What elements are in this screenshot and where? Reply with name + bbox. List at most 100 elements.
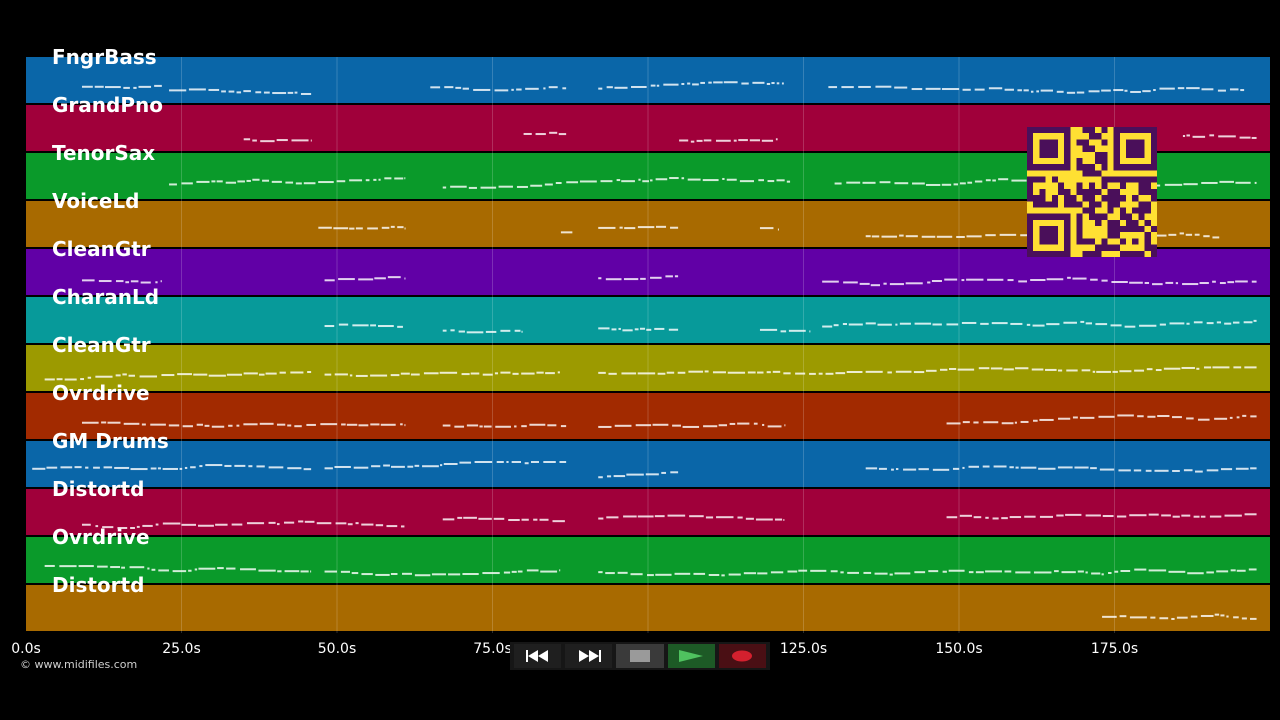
note-event <box>635 424 652 427</box>
note-event <box>914 571 926 574</box>
note-event <box>913 371 925 374</box>
note-event <box>1214 613 1220 616</box>
note-event <box>1098 415 1115 418</box>
stop-button[interactable] <box>616 644 664 668</box>
note-event <box>133 86 137 89</box>
note-event <box>654 515 665 518</box>
note-event <box>1020 420 1029 423</box>
note-event <box>974 88 985 91</box>
qr-module <box>1144 232 1151 239</box>
note-event <box>605 278 622 281</box>
note-event <box>598 517 604 520</box>
note-event <box>1226 615 1229 618</box>
note-event <box>841 86 854 89</box>
note-event <box>1193 515 1200 518</box>
note-event <box>985 570 1002 573</box>
note-event <box>788 329 806 332</box>
note-event <box>1181 366 1195 369</box>
qr-module <box>1076 188 1083 196</box>
note-event <box>642 180 649 183</box>
note-event <box>60 466 73 469</box>
rewind-button[interactable] <box>514 644 562 668</box>
note-event <box>125 281 130 284</box>
note-event <box>1177 87 1185 90</box>
note-event <box>117 527 128 529</box>
note-event <box>622 329 633 332</box>
note-event <box>1212 280 1216 283</box>
note-event <box>903 468 917 471</box>
note-event <box>798 569 808 572</box>
qr-module <box>1064 188 1071 196</box>
note-event <box>1176 616 1188 619</box>
note-event <box>347 523 353 526</box>
note-event <box>786 180 791 183</box>
note-event <box>941 88 960 91</box>
note-event <box>400 372 410 375</box>
note-event <box>544 183 553 186</box>
note-event <box>262 179 270 182</box>
note-event <box>722 177 725 180</box>
track-lane <box>26 585 1270 631</box>
note-event <box>184 466 188 469</box>
qr-module <box>1101 151 1108 158</box>
note-event <box>105 86 121 89</box>
qr-module <box>1107 219 1114 227</box>
note-event <box>608 372 617 375</box>
note-event <box>825 372 834 375</box>
qr-module <box>1076 157 1083 165</box>
note-event <box>318 181 334 184</box>
note-event <box>155 523 159 526</box>
note-event <box>123 86 130 89</box>
note-event <box>1110 324 1122 327</box>
qr-module <box>1107 201 1114 208</box>
track-lane <box>26 57 1270 103</box>
note-event <box>843 281 858 284</box>
fast-forward-button[interactable] <box>565 644 613 668</box>
note-event <box>982 465 990 468</box>
note-event <box>716 516 734 519</box>
note-event <box>579 180 597 183</box>
note-event <box>703 139 712 142</box>
note-event <box>44 564 55 567</box>
note-event <box>161 374 175 377</box>
note-event <box>758 179 765 182</box>
note-event <box>543 461 556 463</box>
note-event <box>1206 322 1214 325</box>
note-event <box>324 570 337 573</box>
note-event <box>291 139 309 142</box>
note-event <box>787 570 798 573</box>
qr-module <box>1095 250 1102 257</box>
note-event <box>766 82 771 85</box>
note-event <box>1209 515 1222 518</box>
qr-module <box>1132 207 1139 214</box>
note-event <box>559 569 561 572</box>
note-event <box>1216 321 1222 324</box>
note-event <box>846 181 861 184</box>
note-event <box>990 367 1003 370</box>
note-event <box>462 573 479 576</box>
note-event <box>962 466 965 469</box>
note-event <box>638 178 641 181</box>
note-event <box>665 275 673 278</box>
note-event <box>199 465 203 468</box>
note-event <box>757 572 768 575</box>
play-button[interactable] <box>667 644 715 668</box>
note-event <box>503 571 511 574</box>
note-event <box>1159 87 1175 90</box>
note-event <box>1026 323 1031 326</box>
note-event <box>259 422 274 425</box>
note-event <box>598 327 610 330</box>
note-event <box>623 278 639 281</box>
note-event <box>946 516 958 519</box>
note-event <box>1250 467 1257 470</box>
note-event <box>226 567 236 570</box>
note-event <box>661 471 667 474</box>
record-button[interactable] <box>718 644 767 668</box>
qr-module <box>1101 195 1108 202</box>
transport-controls <box>510 642 770 670</box>
note-event <box>1227 281 1235 284</box>
note-event <box>81 421 99 424</box>
qr-module <box>1095 188 1102 196</box>
note-event <box>727 371 746 374</box>
qr-module <box>1095 213 1102 220</box>
